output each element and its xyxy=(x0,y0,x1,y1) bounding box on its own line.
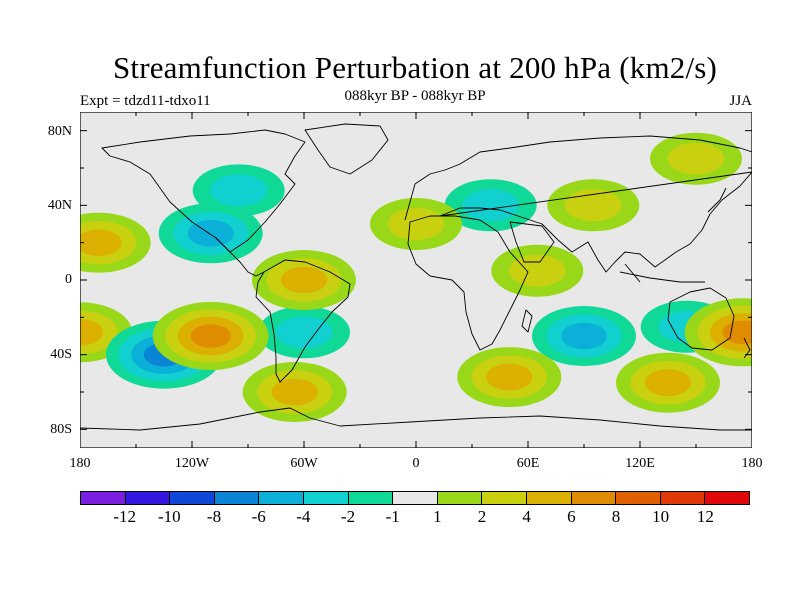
colorbar-label: 6 xyxy=(567,507,576,526)
experiment-label: Expt = tdzd11-tdxo11 xyxy=(80,93,211,109)
coastline-south-america xyxy=(255,259,351,383)
lat-tick-equator: 0 xyxy=(65,272,72,287)
colorbar-label: -4 xyxy=(296,507,311,526)
field-contour-13-2 xyxy=(486,363,533,391)
colorbar-label: -1 xyxy=(385,507,400,526)
colorbar-label: 12 xyxy=(696,507,714,526)
tick-marks xyxy=(80,112,752,448)
lon-tick-120e: 120E xyxy=(625,456,655,471)
colorbar-label: -2 xyxy=(340,507,356,526)
colorbar-swatch-12 xyxy=(616,492,661,504)
field-contour-7-1 xyxy=(667,142,725,175)
lat-tick-40n: 40N xyxy=(47,198,72,213)
colorbar-swatch-2 xyxy=(170,492,215,504)
coastline-new-zealand xyxy=(743,337,751,359)
colorbar-swatch-1 xyxy=(125,492,171,504)
colorbar-label: -8 xyxy=(206,507,222,526)
lon-tick-60e: 60E xyxy=(516,456,540,471)
coastline-australia xyxy=(667,287,735,351)
colorbar-label: 8 xyxy=(611,507,621,526)
season-label: JJA xyxy=(729,93,752,109)
coastline-madagascar xyxy=(521,309,533,333)
field-contour-14-2 xyxy=(644,369,692,397)
coastline-greenland xyxy=(304,123,389,175)
plot-subtitle: 088kyr BP - 088kyr BP xyxy=(344,88,486,104)
field-contour-4-1 xyxy=(387,208,445,240)
colorbar-swatch-13 xyxy=(660,492,706,504)
coastline-africa xyxy=(407,215,529,351)
field-contour-1-1 xyxy=(462,189,519,222)
colorbar-swatch-4 xyxy=(259,492,304,504)
lat-tick-80s: 80S xyxy=(50,422,72,437)
lat-tick-40s: 40S xyxy=(50,347,72,362)
lat-tick-80n: 80N xyxy=(47,124,72,139)
coastline-europe-asia xyxy=(404,135,752,273)
field-contour-12-2 xyxy=(271,378,318,406)
field-contour-17-3 xyxy=(190,324,231,348)
colorbar-label: -10 xyxy=(157,507,181,526)
coastline-indonesia xyxy=(619,263,705,283)
map-panel xyxy=(80,112,752,448)
field-contour-6-1 xyxy=(509,254,566,287)
field-contour-9-2 xyxy=(560,322,608,350)
streamfunction-field xyxy=(80,132,752,422)
coastline-antarctica xyxy=(80,407,752,431)
colorbar-label: 1 xyxy=(433,507,442,526)
colorbar-swatch-11 xyxy=(571,492,617,504)
colorbar-label: -12 xyxy=(113,507,136,526)
colorbar-label: 2 xyxy=(477,507,487,526)
coastline-japan xyxy=(707,187,727,213)
colorbar-swatch-3 xyxy=(214,492,260,504)
colorbar-swatch-7 xyxy=(393,492,438,504)
colorbar-swatch-9 xyxy=(482,492,527,504)
coastlines xyxy=(80,123,752,431)
lon-tick-180w: 180 xyxy=(69,456,91,471)
field-contour-10-2 xyxy=(80,229,122,256)
lon-tick-60w: 60W xyxy=(290,456,318,471)
coastline-arabia xyxy=(509,221,555,263)
colorbar-label: 4 xyxy=(522,507,531,526)
field-contour-11-2 xyxy=(280,266,328,294)
field-contour-15-2 xyxy=(80,319,104,346)
colorbar-swatch-5 xyxy=(303,492,349,504)
colorbar-label: -6 xyxy=(251,507,266,526)
field-contour-0-1 xyxy=(210,174,267,207)
lon-tick-120w: 120W xyxy=(174,456,210,471)
lon-tick-180e: 180 xyxy=(741,456,763,471)
field-contour-5-1 xyxy=(565,189,622,222)
colorbar-swatch-10 xyxy=(526,492,572,504)
colorbar-swatch-6 xyxy=(348,492,394,504)
colorbar-label: 10 xyxy=(652,507,670,526)
colorbar-swatch-8 xyxy=(437,492,483,504)
colorbar-swatch-14 xyxy=(705,492,749,504)
colorbar xyxy=(80,491,750,505)
plot-title: Streamfunction Perturbation at 200 hPa (… xyxy=(112,50,718,85)
coastline-north-america xyxy=(101,129,306,253)
field-contour-3-1 xyxy=(275,316,333,349)
colorbar-swatch-0 xyxy=(81,492,126,504)
coastline-central-america xyxy=(215,237,265,277)
lon-tick-0: 0 xyxy=(412,456,420,471)
